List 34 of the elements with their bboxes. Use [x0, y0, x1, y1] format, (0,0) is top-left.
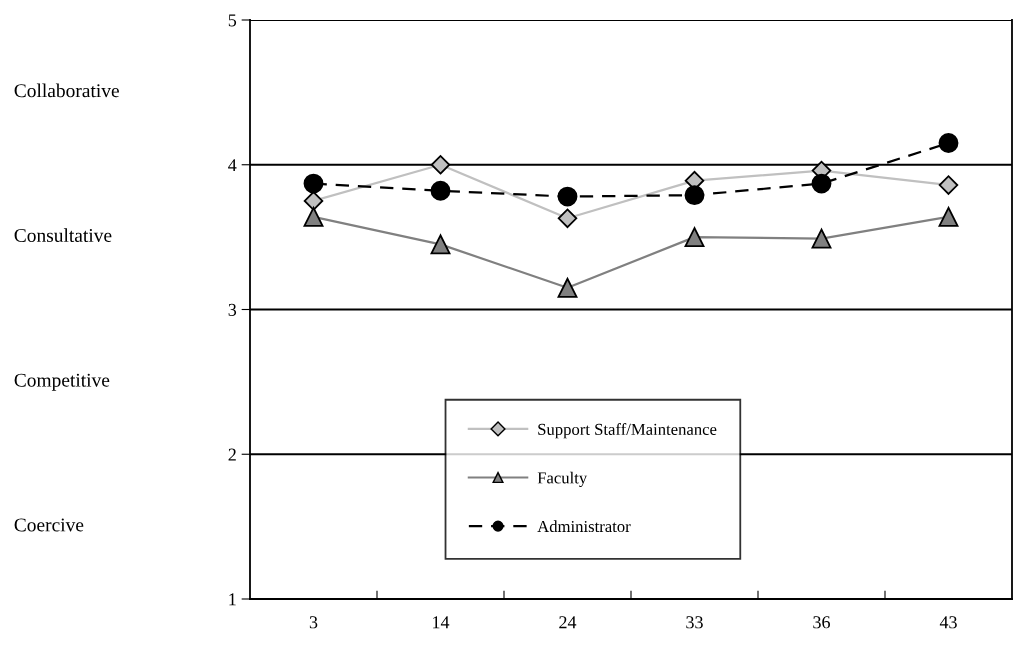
y-tick-label: 4 — [228, 159, 237, 172]
y-tick-label: 1 — [229, 593, 236, 606]
legend-label: Support Staff/Maintenance — [538, 423, 717, 439]
y-tick-label: 3 — [228, 303, 237, 316]
text: Consultative — [14, 228, 112, 242]
x-tick-label: 14 — [433, 616, 450, 629]
point — [938, 133, 959, 153]
point — [303, 206, 324, 227]
point — [938, 206, 959, 227]
x-tick-label: 33 — [686, 616, 703, 629]
text: Collaborative — [14, 83, 119, 98]
x-tick-label: 3 — [309, 616, 318, 629]
x-tick-label: 24 — [559, 616, 577, 629]
y-tick-label: 5 — [228, 14, 237, 27]
point — [303, 173, 324, 194]
point — [557, 186, 578, 207]
point — [430, 180, 451, 201]
point — [430, 234, 451, 255]
point — [557, 277, 578, 298]
x-tick-label: 43 — [939, 616, 957, 629]
point — [938, 175, 959, 195]
x-tick-label: 36 — [813, 616, 830, 629]
y-tick-label: 2 — [228, 448, 236, 461]
point — [811, 173, 832, 194]
point — [684, 185, 705, 206]
point — [303, 191, 324, 211]
point — [430, 155, 451, 175]
point — [684, 227, 705, 248]
legend-label: Administrator — [537, 520, 631, 533]
point — [557, 208, 578, 229]
text: Competitive — [14, 373, 110, 391]
text: Coercive — [14, 518, 84, 532]
legend-label: Faculty — [537, 471, 588, 487]
point — [811, 228, 832, 249]
